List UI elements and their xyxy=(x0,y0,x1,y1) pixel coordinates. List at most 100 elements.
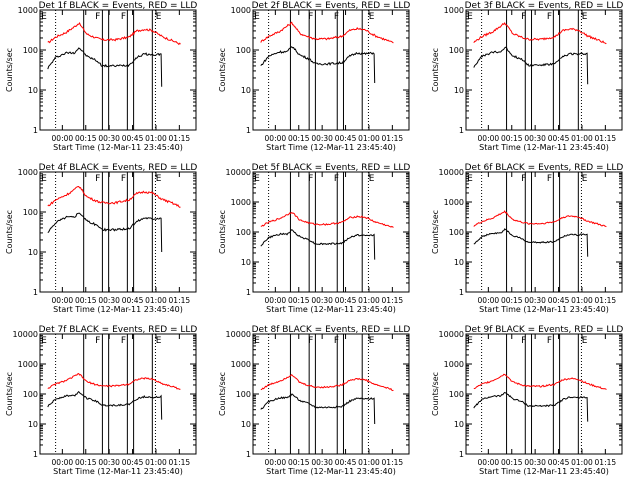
x-tick-label: 01:15 xyxy=(595,296,617,305)
x-axis-label: Start Time (12-Mar-11 23:45:40) xyxy=(266,143,396,152)
y-tick-label: 1000 xyxy=(18,360,38,369)
y-tick-label: 10 xyxy=(28,420,38,429)
x-tick-label: 00:15 xyxy=(288,458,310,467)
x-tick-label: 00:00 xyxy=(478,458,500,467)
y-axis-label: Counts/sec xyxy=(218,372,227,416)
plot-frame xyxy=(252,9,410,131)
x-tick-label: 01:00 xyxy=(358,296,380,305)
y-tick-label: 1000 xyxy=(231,360,251,369)
panel-corner-marker: E xyxy=(254,174,260,184)
plot-frame xyxy=(252,171,410,293)
panel-corner-marker: E xyxy=(467,12,473,22)
panel-title: Det 1f BLACK = Events, RED = LLD xyxy=(39,1,198,11)
detector-panel: Det 9f BLACK = Events, RED = LLD 1 10 100 10… xyxy=(431,325,623,476)
y-tick-label: 100 xyxy=(236,228,251,237)
attenuator-marker: E xyxy=(369,12,375,22)
attenuator-marker: E xyxy=(156,174,162,184)
y-axis-label: Counts/sec xyxy=(431,48,440,92)
lld-series-line xyxy=(47,185,181,209)
lld-series-line xyxy=(473,373,607,390)
y-tick-label: 10000 xyxy=(226,168,251,177)
x-tick-label: 00:00 xyxy=(52,296,74,305)
lld-series-line xyxy=(473,210,607,228)
y-tick-label: 10000 xyxy=(13,330,38,339)
x-tick-label: 00:15 xyxy=(288,134,310,143)
y-tick-label: 100 xyxy=(449,228,464,237)
panel-corner-marker: E xyxy=(467,336,473,346)
x-tick-label: 01:00 xyxy=(145,458,167,467)
plot-frame xyxy=(39,9,197,131)
plot-frame xyxy=(39,171,197,293)
x-tick-label: 00:30 xyxy=(524,458,546,467)
y-tick-label: 100 xyxy=(236,46,251,55)
plot-frame xyxy=(465,171,623,293)
x-tick-label: 00:00 xyxy=(265,458,287,467)
plot-frame xyxy=(465,9,623,131)
panel-corner-marker: E xyxy=(254,12,260,22)
y-tick-label: 1 xyxy=(246,288,251,297)
x-tick-label: 00:45 xyxy=(335,458,357,467)
panel-corner-marker: E xyxy=(41,174,47,184)
x-tick-label: 01:15 xyxy=(169,458,191,467)
y-tick-label: 1000 xyxy=(18,168,38,177)
y-tick-label: 1 xyxy=(459,288,464,297)
y-tick-label: 100 xyxy=(449,390,464,399)
x-axis-label: Start Time (12-Mar-11 23:45:40) xyxy=(53,305,183,314)
panel-title: Det 3f BLACK = Events, RED = LLD xyxy=(465,1,624,11)
x-tick-label: 00:15 xyxy=(75,458,97,467)
x-axis-label: Start Time (12-Mar-11 23:45:40) xyxy=(53,143,183,152)
attenuator-marker: F xyxy=(95,174,100,184)
x-tick-label: 00:15 xyxy=(501,458,523,467)
x-tick-label: 00:00 xyxy=(265,296,287,305)
y-tick-label: 100 xyxy=(449,46,464,55)
x-axis-label: Start Time (12-Mar-11 23:45:40) xyxy=(53,467,183,476)
attenuator-marker: F xyxy=(521,174,526,184)
panel-title: Det 2f BLACK = Events, RED = LLD xyxy=(252,1,411,11)
attenuator-marker: E xyxy=(369,174,375,184)
x-tick-label: 00:45 xyxy=(122,134,144,143)
x-tick-label: 00:00 xyxy=(478,296,500,305)
lld-series-line xyxy=(47,21,181,46)
x-axis-label: Start Time (12-Mar-11 23:45:40) xyxy=(266,305,396,314)
panel-corner-marker: E xyxy=(41,336,47,346)
x-tick-label: 00:30 xyxy=(524,134,546,143)
y-tick-label: 10 xyxy=(454,258,464,267)
x-tick-label: 00:45 xyxy=(122,458,144,467)
attenuator-marker: F xyxy=(121,174,126,184)
x-tick-label: 01:00 xyxy=(145,296,167,305)
attenuator-marker: E xyxy=(156,12,162,22)
detector-panel: Det 6f BLACK = Events, RED = LLD 1 10 100 10… xyxy=(431,163,623,314)
x-axis-label: Start Time (12-Mar-11 23:45:40) xyxy=(479,143,609,152)
attenuator-marker: F xyxy=(334,174,339,184)
y-axis-label: Counts/sec xyxy=(431,372,440,416)
x-axis-label: Start Time (12-Mar-11 23:45:40) xyxy=(266,467,396,476)
x-tick-label: 01:15 xyxy=(595,134,617,143)
y-axis-label: Counts/sec xyxy=(218,210,227,254)
x-tick-label: 00:15 xyxy=(501,134,523,143)
x-tick-label: 00:00 xyxy=(265,134,287,143)
y-axis-label: Counts/sec xyxy=(218,48,227,92)
x-tick-label: 00:30 xyxy=(524,296,546,305)
y-tick-label: 10 xyxy=(454,86,464,95)
events-series-line xyxy=(47,47,163,87)
attenuator-marker: F xyxy=(521,336,526,346)
detector-panel: Det 1f BLACK = Events, RED = LLD 1 10 100 10… xyxy=(5,1,197,152)
y-tick-label: 1000 xyxy=(18,6,38,15)
x-axis-label: Start Time (12-Mar-11 23:45:40) xyxy=(479,305,609,314)
events-series-line xyxy=(473,391,589,422)
detector-panel: Det 4f BLACK = Events, RED = LLD 1 10 100 10… xyxy=(5,163,197,314)
x-tick-label: 00:45 xyxy=(548,134,570,143)
attenuator-marker: F xyxy=(308,336,313,346)
y-tick-label: 1000 xyxy=(444,6,464,15)
x-tick-label: 01:15 xyxy=(382,296,404,305)
y-tick-label: 1000 xyxy=(231,6,251,15)
plot-frame xyxy=(465,333,623,455)
attenuator-marker: E xyxy=(582,174,588,184)
lld-series-line xyxy=(473,21,607,45)
x-tick-label: 01:00 xyxy=(358,134,380,143)
events-series-line xyxy=(260,393,376,425)
y-tick-label: 1000 xyxy=(231,198,251,207)
lld-series-line xyxy=(47,373,181,390)
x-tick-label: 00:45 xyxy=(548,296,570,305)
